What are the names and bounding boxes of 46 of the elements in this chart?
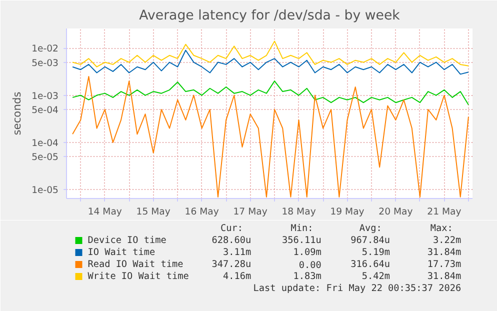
y-tick-label: 1e-03 [32,90,59,102]
y-tick-label: 1e-05 [32,185,59,196]
text: 31.84m [427,247,462,258]
text: Cur: [220,223,243,234]
text: 347.28u [212,259,252,270]
text: Min: [290,223,314,234]
text: 1.09m [293,247,322,258]
line-series [72,50,469,75]
y-tick-label: 1e-04 [32,138,59,149]
text: 4.16m [223,271,252,282]
x-tick-label: 18 May [282,206,316,218]
legend-label: IO Wait time [88,247,156,258]
x-tick-label: 19 May [330,206,365,218]
text: 5.19m [362,247,390,258]
x-tick-label: 14 May [88,206,122,218]
line-series [72,40,469,68]
x-tick-label: 20 May [378,206,414,218]
y-tick-label: 5e-04 [32,104,59,116]
line-series [72,80,469,106]
text: 967.84u [350,235,390,246]
legend-label: Device IO time [88,235,167,246]
legend-label: Write IO Wait time [88,271,190,282]
y-tick-label: 1e-02 [32,44,59,55]
y-tick-label: 5e-03 [32,58,59,69]
x-tick-label: 16 May [184,206,220,218]
line-series [72,76,469,198]
y-tick-label: 5e-05 [32,152,59,164]
x-tick-label: 17 May [233,206,268,218]
text: Max: [430,223,453,234]
text: 17.73m [427,259,462,270]
text: 628.60u [212,235,252,246]
text: 1.83m [293,271,322,282]
text: 3.11m [223,247,252,258]
text: 316.64u [350,259,390,270]
x-tick-label: 15 May [136,206,171,218]
text: 356.11u [282,235,322,246]
text: 5.42m [362,271,390,282]
text: 31.84m [427,271,462,282]
x-tick-label: 21 May [427,206,462,218]
legend-label: Read IO Wait time [88,259,184,270]
text: Avg: [359,223,382,234]
text: 3.22m [432,235,462,246]
text: Last update: Fri May 22 00:35:37 2026 [253,283,462,294]
text: 0.00 [298,260,322,271]
y-axis-title: seconds [10,91,24,136]
chart-title: Average latency for /dev/sda - by week [139,8,400,24]
